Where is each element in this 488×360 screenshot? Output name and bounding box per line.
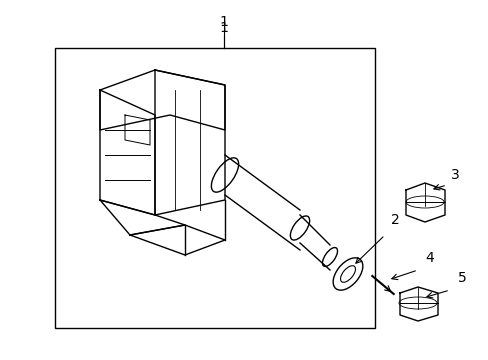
Text: 1: 1 (219, 21, 228, 35)
Text: 4: 4 (425, 251, 433, 265)
Bar (55, 48, 374, 328)
Text: 3: 3 (450, 168, 458, 182)
Text: 5: 5 (457, 271, 466, 285)
Text: 1: 1 (219, 15, 228, 29)
Text: 2: 2 (390, 213, 399, 227)
